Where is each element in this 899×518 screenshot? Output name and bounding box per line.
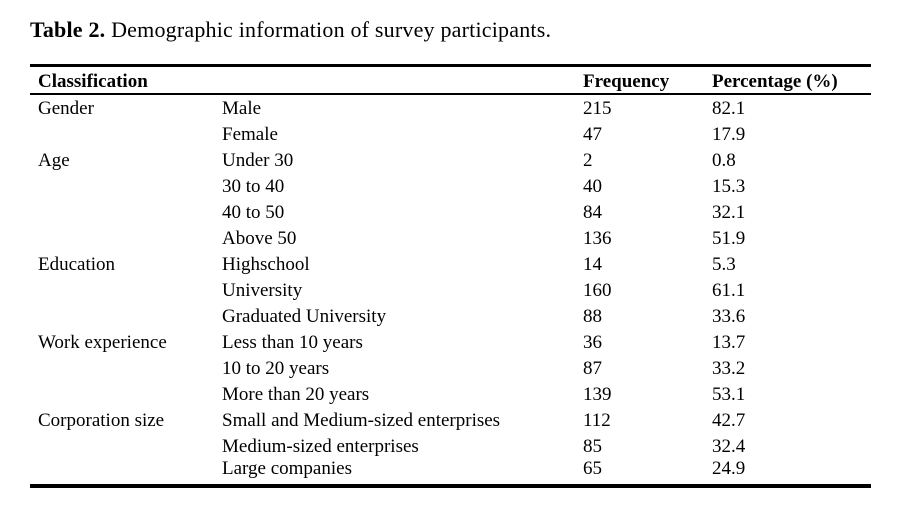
cell-frequency: 36 — [583, 331, 602, 353]
cell-percentage: 0.8 — [712, 149, 736, 171]
cell-category: Less than 10 years — [222, 331, 363, 353]
cell-frequency: 87 — [583, 357, 602, 379]
cell-classification-group — [30, 120, 214, 146]
cell-frequency: 215 — [583, 97, 612, 119]
cell-frequency: 47 — [583, 123, 602, 145]
table-row: University 160 61.1 — [30, 276, 871, 302]
cell-category: Graduated University — [222, 305, 387, 327]
table-caption: Table 2. Demographic information of surv… — [30, 14, 871, 46]
table-row: Education Highschool 14 5.3 — [30, 250, 871, 276]
cell-percentage: 32.4 — [712, 435, 746, 457]
cell-classification-group: Work experience — [38, 331, 167, 353]
table-row: Corporation size Small and Medium-sized … — [30, 406, 871, 432]
cell-percentage: 32.1 — [712, 201, 746, 223]
cell-percentage: 13.7 — [712, 331, 746, 353]
cell-percentage: 61.1 — [712, 279, 746, 301]
cell-category: Medium-sized enterprises — [222, 435, 419, 457]
cell-category: Male — [222, 97, 262, 119]
cell-category: Above 50 — [222, 227, 297, 249]
table-row: Above 50 136 51.9 — [30, 224, 871, 250]
table-row: 30 to 40 40 15.3 — [30, 172, 871, 198]
table-caption-label: Table 2. — [30, 17, 106, 42]
cell-percentage: 15.3 — [712, 175, 746, 197]
cell-category: Under 30 — [222, 149, 294, 171]
table-row: Age Under 30 2 0.8 — [30, 146, 871, 172]
cell-frequency: 14 — [583, 253, 602, 275]
cell-frequency: 136 — [583, 227, 612, 249]
table-body: Gender Male 215 82.1 Female 47 17.9 Age … — [30, 94, 871, 486]
cell-classification-group — [30, 354, 214, 380]
table-row: Female 47 17.9 — [30, 120, 871, 146]
cell-classification-group: Corporation size — [38, 409, 165, 431]
cell-category: 30 to 40 — [222, 175, 285, 197]
table-row: Graduated University 88 33.6 — [30, 302, 871, 328]
cell-percentage: 33.2 — [712, 357, 746, 379]
table-caption-text: Demographic information of survey partic… — [105, 17, 552, 42]
cell-classification-group: Gender — [38, 97, 94, 119]
cell-frequency: 160 — [583, 279, 612, 301]
cell-frequency: 65 — [583, 457, 602, 479]
cell-percentage: 51.9 — [712, 227, 746, 249]
cell-percentage: 5.3 — [712, 253, 736, 275]
cell-category: 40 to 50 — [222, 201, 285, 223]
cell-percentage: 53.1 — [712, 383, 746, 405]
cell-classification-group — [30, 198, 214, 224]
header-row: Classification Frequency Percentage (%) — [30, 65, 871, 95]
cell-category: Large companies — [222, 457, 352, 479]
table-row: 40 to 50 84 32.1 — [30, 198, 871, 224]
cell-percentage: 33.6 — [712, 305, 746, 327]
cell-classification-group — [30, 224, 214, 250]
cell-percentage: 17.9 — [712, 123, 746, 145]
cell-category: Small and Medium-sized enterprises — [222, 409, 501, 431]
cell-category: University — [222, 279, 303, 301]
table-row: More than 20 years 139 53.1 — [30, 380, 871, 406]
cell-classification-group — [30, 458, 214, 486]
cell-category: Female — [222, 123, 278, 145]
header-classification: Classification — [30, 65, 575, 95]
cell-classification-group — [30, 380, 214, 406]
table-row: 10 to 20 years 87 33.2 — [30, 354, 871, 380]
cell-classification-group: Age — [38, 149, 70, 171]
demographics-table: Classification Frequency Percentage (%) … — [30, 64, 871, 488]
cell-frequency: 88 — [583, 305, 602, 327]
cell-frequency: 2 — [583, 149, 593, 171]
cell-classification-group — [30, 276, 214, 302]
cell-percentage: 82.1 — [712, 97, 746, 119]
header-frequency: Frequency — [575, 65, 704, 95]
header-percentage: Percentage (%) — [704, 65, 871, 95]
cell-frequency: 84 — [583, 201, 602, 223]
cell-frequency: 112 — [583, 409, 611, 431]
table-row: Gender Male 215 82.1 — [30, 94, 871, 120]
table-row: Medium-sized enterprises 85 32.4 — [30, 432, 871, 458]
cell-classification-group — [30, 172, 214, 198]
cell-classification-group: Education — [38, 253, 116, 275]
table-row: Large companies 65 24.9 — [30, 458, 871, 486]
cell-percentage: 24.9 — [712, 457, 746, 479]
cell-category: Highschool — [222, 253, 310, 275]
cell-percentage: 42.7 — [712, 409, 746, 431]
cell-frequency: 85 — [583, 435, 602, 457]
cell-frequency: 40 — [583, 175, 602, 197]
cell-category: More than 20 years — [222, 383, 370, 405]
cell-category: 10 to 20 years — [222, 357, 330, 379]
cell-classification-group — [30, 302, 214, 328]
cell-classification-group — [30, 432, 214, 458]
table-row: Work experience Less than 10 years 36 13… — [30, 328, 871, 354]
cell-frequency: 139 — [583, 383, 612, 405]
